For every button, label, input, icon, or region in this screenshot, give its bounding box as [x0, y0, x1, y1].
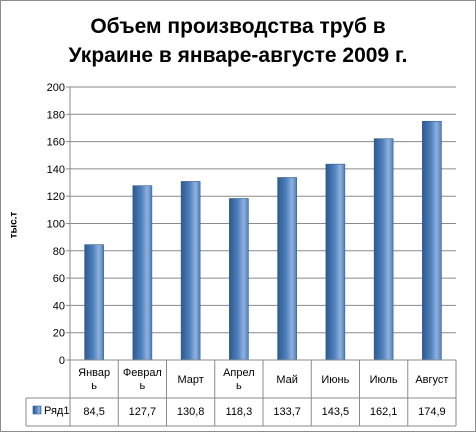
bar [422, 120, 442, 361]
data-value-label: 174,9 [418, 406, 446, 418]
bar [132, 185, 153, 361]
y-tick-label: 200 [47, 82, 65, 94]
category-label: Феврал [123, 367, 162, 379]
data-value-label: 130,8 [177, 406, 205, 418]
bar [277, 177, 297, 361]
chart-title: Объем производства труб в Украине в янва… [0, 12, 476, 70]
bar [325, 163, 346, 361]
y-tick-label: 100 [47, 219, 65, 231]
y-tick-label: 0 [59, 355, 65, 367]
y-tick-label: 80 [53, 246, 65, 258]
gridlines [66, 86, 456, 361]
legend-swatch [32, 405, 42, 415]
category-label: Апрел [223, 367, 255, 379]
category-label: ь [236, 380, 242, 392]
data-value-label: 162,1 [370, 406, 398, 418]
category-label: Май [276, 374, 298, 386]
chart-title-line-1: Объем производства труб в [90, 15, 386, 38]
data-value-label: 84,5 [83, 406, 104, 418]
category-label: ь [91, 380, 97, 392]
y-tick-label: 120 [47, 191, 65, 203]
legend-label: Ряд1 [44, 405, 69, 417]
data-value-label: 133,7 [273, 406, 301, 418]
y-tick-label: 160 [47, 137, 65, 149]
category-label: Январ [78, 367, 110, 379]
bars [84, 120, 442, 361]
category-label: Август [415, 374, 448, 386]
bar [229, 198, 249, 361]
category-label: Март [177, 374, 203, 386]
y-tick-labels: 0 20 40 60 80 100 120 140 160 180 200 [47, 82, 65, 367]
bar [180, 181, 201, 361]
y-tick-label: 20 [53, 328, 65, 340]
chart-title-line-2: Украине в январе-августе 2009 г. [68, 44, 408, 67]
category-label: Июль [370, 374, 398, 386]
data-value-label: 143,5 [322, 406, 350, 418]
bar [84, 244, 104, 361]
category-label: Июнь [321, 374, 349, 386]
data-value-label: 127,7 [129, 406, 157, 418]
y-tick-label: 40 [53, 300, 65, 312]
y-tick-label: 60 [53, 273, 65, 285]
bar [373, 138, 394, 361]
y-tick-label: 180 [47, 109, 65, 121]
data-value-label: 118,3 [226, 406, 253, 418]
category-label: ь [140, 380, 146, 392]
y-tick-label: 140 [47, 164, 65, 176]
